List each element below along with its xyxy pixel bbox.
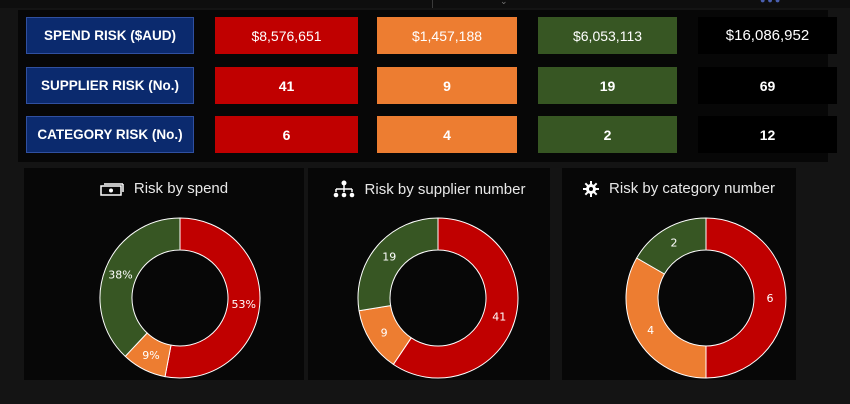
risk-by-category-donut: 6 4 2 bbox=[625, 217, 787, 379]
slice-low bbox=[636, 217, 707, 275]
supplier-risk-medium: 9 bbox=[377, 67, 517, 104]
slice-high bbox=[705, 217, 787, 379]
slice-high bbox=[164, 217, 261, 379]
slice-low bbox=[99, 217, 181, 358]
gear-icon bbox=[583, 180, 600, 197]
hierarchy-icon bbox=[333, 180, 354, 198]
top-bar: ⌄ ●●● bbox=[0, 0, 850, 8]
spend-risk-high: $8,576,651 bbox=[215, 17, 358, 54]
category-risk-low: 2 bbox=[538, 116, 677, 153]
supplier-risk-total: 69 bbox=[698, 67, 837, 104]
spend-risk-medium: $1,457,188 bbox=[377, 17, 517, 54]
slice-label-low: 2 bbox=[671, 237, 678, 250]
slice-high bbox=[392, 217, 519, 379]
slice-label-low: 38% bbox=[108, 268, 132, 281]
supplier-risk-low: 19 bbox=[538, 67, 677, 104]
risk-summary-table: SPEND RISK ($AUD) $8,576,651 $1,457,188 … bbox=[18, 10, 837, 162]
risk-by-supplier-panel: Risk by supplier number 41 9 19 bbox=[308, 168, 550, 380]
risk-by-category-title: Risk by category number bbox=[562, 180, 796, 197]
spend-risk-total: $16,086,952 bbox=[698, 17, 837, 54]
risk-by-spend-panel: Risk by spend 53% 9% 38% bbox=[24, 168, 304, 380]
spend-risk-label: SPEND RISK ($AUD) bbox=[26, 17, 194, 54]
category-risk-total: 12 bbox=[698, 116, 837, 153]
slice-label-medium: 4 bbox=[647, 324, 654, 337]
supplier-risk-label: SUPPLIER RISK (No.) bbox=[26, 67, 194, 104]
slice-label-medium: 9 bbox=[381, 326, 388, 339]
slice-label-high: 53% bbox=[231, 298, 255, 311]
category-risk-high: 6 bbox=[215, 116, 358, 153]
risk-by-category-panel: Risk by category number 6 4 2 bbox=[562, 168, 796, 380]
chevron-down-icon: ⌄ bbox=[500, 0, 508, 6]
user-dots-icon: ●●● bbox=[760, 0, 783, 5]
supplier-risk-high: 41 bbox=[215, 67, 358, 104]
chart-title-text: Risk by supplier number bbox=[364, 180, 526, 198]
chart-title-text: Risk by category number bbox=[609, 180, 775, 197]
spend-risk-low: $6,053,113 bbox=[538, 17, 677, 54]
slice-label-high: 6 bbox=[767, 292, 774, 305]
risk-by-supplier-title: Risk by supplier number bbox=[308, 180, 550, 198]
money-icon bbox=[100, 182, 124, 196]
category-risk-medium: 4 bbox=[377, 116, 517, 153]
top-divider bbox=[432, 0, 433, 8]
slice-medium bbox=[625, 257, 707, 379]
slice-label-medium: 9% bbox=[142, 349, 159, 362]
chart-title-text: Risk by spend bbox=[133, 180, 229, 197]
category-risk-label: CATEGORY RISK (No.) bbox=[26, 116, 194, 153]
risk-by-spend-donut: 53% 9% 38% bbox=[99, 217, 261, 379]
slice-label-low: 19 bbox=[382, 250, 396, 263]
risk-by-supplier-donut: 41 9 19 bbox=[357, 217, 519, 379]
slice-low bbox=[357, 217, 439, 312]
slice-label-high: 41 bbox=[492, 311, 506, 324]
risk-by-spend-title: Risk by spend bbox=[24, 180, 304, 197]
